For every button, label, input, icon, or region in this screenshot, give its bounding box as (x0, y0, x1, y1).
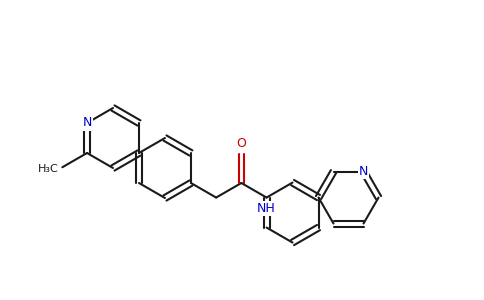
Text: N: N (359, 165, 368, 178)
Text: N: N (82, 116, 91, 130)
Text: H₃C: H₃C (38, 164, 59, 174)
Text: NH: NH (257, 202, 276, 214)
Text: O: O (236, 137, 246, 150)
